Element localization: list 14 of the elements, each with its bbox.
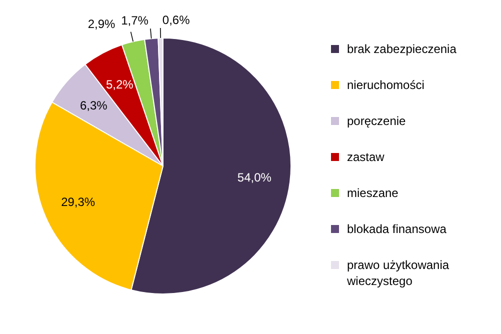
legend-label: zastaw (347, 149, 384, 165)
data-label: 54,0% (237, 170, 272, 185)
legend-label: blokada finansowa (347, 221, 446, 237)
data-label: 2,9% (88, 16, 116, 31)
data-label: 29,3% (61, 194, 96, 209)
data-label: 5,2% (106, 78, 134, 92)
legend-label: poręczenie (347, 113, 406, 129)
data-label: 0,6% (162, 13, 190, 28)
legend-label: nieruchomości (347, 77, 424, 93)
data-label: 6,3% (80, 98, 108, 112)
legend-label: prawo użytkowania wieczystego (347, 257, 450, 289)
legend-label: mieszane (347, 185, 398, 201)
data-label: 1,7% (121, 14, 149, 28)
legend-label: brak zabezpieczenia (347, 41, 456, 57)
